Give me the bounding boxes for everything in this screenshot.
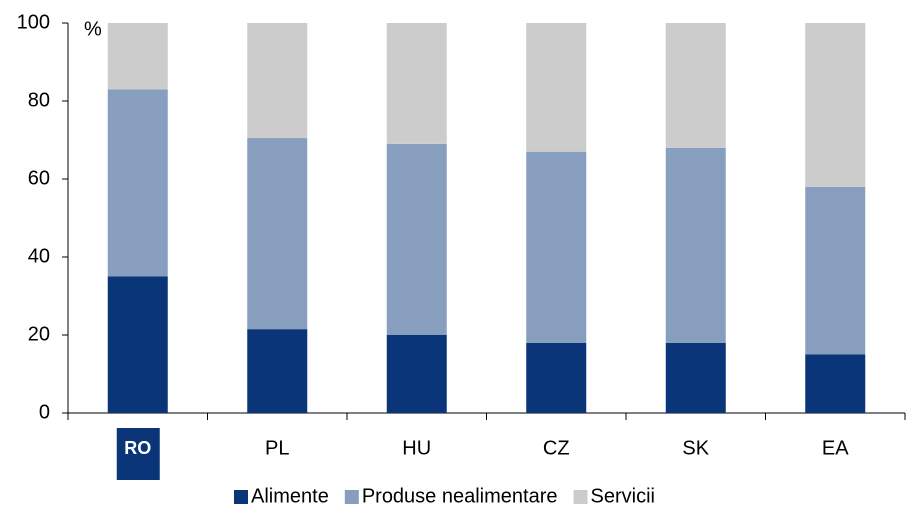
bar-segment: [665, 23, 726, 148]
bar-segment: [247, 23, 308, 139]
bar-segment: [805, 186, 866, 355]
bar-segment: [247, 329, 308, 413]
x-tick-label: CZ: [543, 437, 570, 459]
x-tick-label: SK: [682, 437, 709, 459]
bar-segment: [247, 138, 308, 330]
bar-segment: [665, 342, 726, 413]
y-tick-label: 40: [28, 245, 50, 267]
bar-segment: [805, 23, 866, 187]
bar-segment: [805, 354, 866, 413]
legend-swatch: [573, 490, 588, 504]
legend-label: Alimente: [251, 485, 329, 507]
legend-swatch: [344, 490, 359, 504]
bar-segment: [526, 342, 587, 413]
bar-segment: [526, 23, 587, 152]
bar-segment: [386, 335, 447, 413]
x-tick-label: HU: [402, 437, 431, 459]
bar-segment: [386, 23, 447, 144]
bar-segment: [107, 89, 168, 277]
x-tick-label: RO: [124, 438, 151, 458]
y-tick-label: 60: [28, 167, 50, 189]
bar-segment: [665, 147, 726, 343]
y-tick-label: 20: [28, 323, 50, 345]
y-tick-label: 80: [28, 89, 50, 111]
y-unit: %: [84, 18, 102, 40]
legend-label: Produse nealimentare: [362, 485, 558, 507]
bar-segment: [107, 276, 168, 413]
y-tick-label: 0: [39, 401, 50, 423]
category-highlight: [116, 428, 160, 480]
bar-segment: [386, 143, 447, 335]
bar-segment: [107, 23, 168, 90]
legend-swatch: [234, 490, 248, 504]
legend-label: Servicii: [591, 485, 655, 507]
bar-segment: [526, 151, 587, 343]
y-tick-label: 100: [17, 11, 50, 33]
x-tick-label: EA: [822, 437, 849, 459]
x-tick-label: PL: [265, 437, 289, 459]
